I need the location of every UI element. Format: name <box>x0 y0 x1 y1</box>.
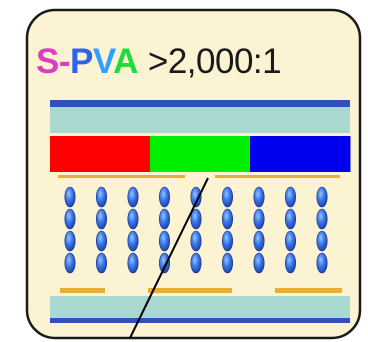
brand-char: P <box>70 42 93 81</box>
subpixel-blue <box>250 136 351 172</box>
brand-char: V <box>92 42 114 81</box>
top-blue-stripe <box>50 100 350 107</box>
bottom-electrode <box>60 288 105 293</box>
lc-molecule <box>96 230 108 252</box>
lc-molecule <box>222 186 234 208</box>
lc-molecule <box>253 252 265 274</box>
brand-char: A <box>113 42 138 81</box>
lc-molecule <box>222 230 234 252</box>
lc-molecule <box>316 230 328 252</box>
brand-name: S-PVA <box>36 38 138 86</box>
lc-molecule <box>222 208 234 230</box>
top-glass-substrate <box>50 100 350 133</box>
lc-molecule <box>190 230 202 252</box>
rounded-frame <box>25 8 362 340</box>
lc-molecule <box>64 186 76 208</box>
bottom-glass-substrate <box>50 296 350 323</box>
lc-molecule <box>190 186 202 208</box>
top-electrode <box>215 175 340 178</box>
lc-molecule <box>96 208 108 230</box>
lc-molecule <box>127 230 139 252</box>
lc-molecule <box>64 252 76 274</box>
bottom-blue-stripe <box>50 318 350 323</box>
lc-molecule <box>64 208 76 230</box>
lc-molecule <box>159 208 171 230</box>
viewing-angle-ray <box>129 177 209 339</box>
bottom-electrodes <box>60 288 342 293</box>
lc-molecule <box>284 230 296 252</box>
lc-molecule <box>316 208 328 230</box>
lc-molecule <box>284 252 296 274</box>
bottom-electrode <box>275 288 342 293</box>
subpixel-red <box>50 136 151 172</box>
brand-char: - <box>58 42 71 81</box>
bottom-electrode <box>148 288 232 293</box>
lc-molecule <box>253 186 265 208</box>
lc-molecule <box>96 186 108 208</box>
lc-molecule <box>253 208 265 230</box>
lc-molecule <box>159 186 171 208</box>
lc-molecule <box>284 186 296 208</box>
top-electrodes <box>58 175 340 178</box>
lc-molecule <box>190 252 202 274</box>
lc-molecule <box>127 186 139 208</box>
contrast-ratio: >2,000:1 <box>147 42 282 81</box>
lc-molecule <box>316 252 328 274</box>
lc-molecule <box>64 230 76 252</box>
liquid-crystal-molecules <box>64 186 328 274</box>
lc-molecule <box>159 230 171 252</box>
lc-molecule <box>127 208 139 230</box>
lc-molecule <box>284 208 296 230</box>
lc-molecule <box>316 186 328 208</box>
color-filter-layer <box>50 136 351 172</box>
bottom-glass-band <box>50 296 350 318</box>
lc-molecule <box>127 252 139 274</box>
title: S-PVA >2,000:1 <box>36 38 282 86</box>
lc-molecule <box>190 208 202 230</box>
top-glass-band <box>50 107 350 133</box>
lc-molecule <box>159 252 171 274</box>
lc-molecule <box>222 252 234 274</box>
brand-char: S <box>36 42 59 81</box>
lc-molecule <box>253 230 265 252</box>
lc-molecule <box>96 252 108 274</box>
subpixel-green <box>150 136 251 172</box>
top-electrode <box>58 175 185 178</box>
